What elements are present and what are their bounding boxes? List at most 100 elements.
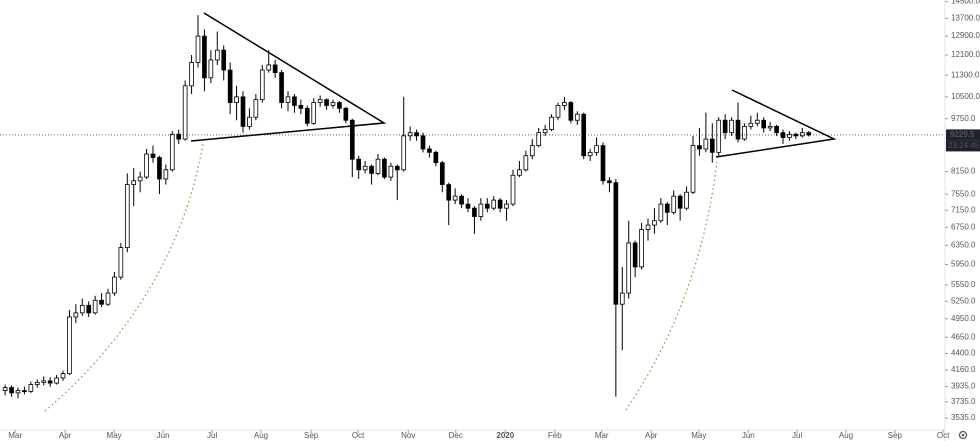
candle-body [619,292,625,305]
y-tick-label: 4950.0 [951,314,976,323]
candle-body [806,132,812,136]
x-tick-label: Nov [401,431,415,440]
candle-body [112,276,117,294]
y-tick-label: 5550.0 [951,280,976,289]
candle-body [607,180,612,184]
candle-body [742,125,747,140]
candle-body [369,165,374,174]
candle-body [343,107,349,121]
y-tick-label: 8150.0 [951,167,976,176]
candle-body [240,96,246,127]
candle-body [362,165,368,171]
candle-body [15,390,21,394]
y-tick-label: 13700.0 [951,13,980,22]
x-tick-label: Jul [792,431,802,440]
candle-body [247,116,252,127]
candle-body [253,99,259,118]
settings-icon[interactable] [958,430,968,440]
candle-body [735,119,741,140]
candle-body [9,387,14,394]
candle-body [382,158,387,178]
candle-body [189,62,194,87]
x-tick-label: Oct [937,431,950,440]
trend-curve [44,143,204,412]
candle-body [478,203,484,217]
candle-body [452,195,458,201]
y-tick-label: 3535.0 [951,413,976,422]
y-tick-label: 4400.0 [951,349,976,358]
y-tick-label: 5950.0 [951,260,976,269]
candle-body [613,182,619,305]
candle-body [92,299,98,314]
y-tick-label: 10500.0 [951,92,980,101]
gear[interactable] [958,430,968,440]
y-tick-label: 6750.0 [951,222,976,231]
candle-body [324,99,329,106]
candle-body [658,203,664,222]
candle-body [600,145,606,182]
y-tick-label: 14500.0 [951,0,980,6]
y-tick-label: 7550.0 [951,189,976,198]
candle-body [266,64,272,71]
candle-body [41,380,47,383]
candle-body [709,138,715,153]
candle-body [697,145,702,150]
x-tick-label: Sep [888,431,903,440]
y-tick-label: 3735.0 [951,397,976,406]
triangle [190,12,387,142]
x-tick-label: Aug [839,431,853,440]
x-tick-label: Jul [207,431,217,440]
candle-body [677,195,683,209]
candle-body [131,180,137,185]
x-tick-label: Sep [304,431,319,440]
candle-body [587,151,593,157]
candle-body [99,299,104,305]
candle-body [568,102,574,121]
candle-body [652,220,657,226]
candle-body [285,96,291,103]
candle-body [234,96,239,103]
candle-body [645,224,651,230]
countdown-tag [946,140,980,152]
candle-body [124,184,130,248]
candle-body [491,199,497,209]
candle-body [317,99,323,103]
countdown-label: 23:24:45 [948,141,980,150]
candle-body [182,85,188,140]
candle-body [105,292,111,305]
candle-body [626,242,632,294]
candle-body [722,119,728,134]
candle-body [761,119,767,129]
candle-body [208,59,214,79]
candle-body [542,129,548,134]
candle-body [163,169,169,180]
gear-center[interactable] [961,433,965,437]
candle-body [157,157,162,180]
candle-body [67,316,72,375]
candle-body [22,390,27,393]
candle-body [472,207,477,217]
x-tick-label: Oct [352,431,365,440]
candle-body [574,113,580,121]
candle-body [304,107,310,124]
candle-body [594,145,599,153]
y-tick-label: 4160.0 [951,365,976,374]
candle-body [259,69,265,101]
drawings [44,12,837,412]
candle-body [214,49,220,61]
y-tick-label: 12900.0 [951,31,980,40]
x-tick-label: Jun [742,431,755,440]
candle-body [176,133,182,140]
candle-body [690,145,696,193]
candle-body [298,105,304,109]
candle-body [767,125,773,129]
x-tick-label: Mar [595,431,609,440]
y-tick-label: 5250.0 [951,296,976,305]
candle-body [34,381,40,385]
candle-body [517,169,522,176]
candle-body [504,203,509,209]
candle-body [433,151,439,164]
candle-body [388,165,394,178]
y-tick-label: 12100.0 [951,50,980,59]
candle-body [144,153,149,178]
